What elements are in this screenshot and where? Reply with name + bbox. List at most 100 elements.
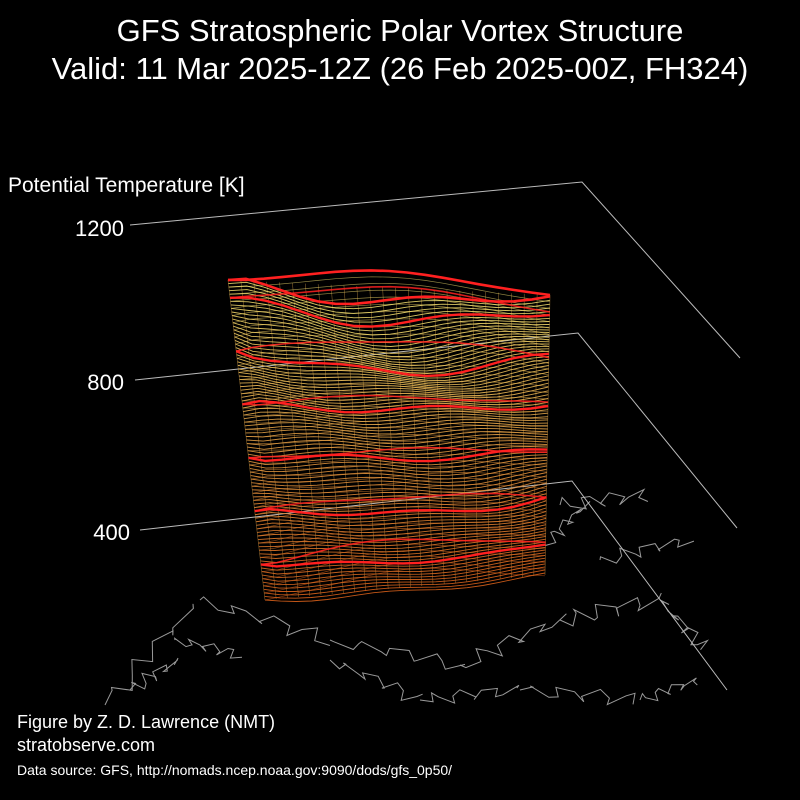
coastline <box>559 488 649 510</box>
contour-front <box>238 368 549 388</box>
contour-front <box>256 514 547 533</box>
contour-front <box>255 507 547 527</box>
highlight-contour <box>254 496 547 517</box>
contour-front <box>253 482 547 501</box>
contour-front <box>235 347 549 374</box>
contour-back <box>232 303 550 329</box>
axis-line <box>139 480 728 691</box>
contour-front <box>253 489 547 509</box>
contour-front <box>249 454 548 469</box>
contour-front <box>260 538 546 559</box>
contour-back <box>246 427 548 438</box>
contour-back <box>237 355 549 370</box>
contour-front <box>251 472 547 491</box>
contour-front <box>232 318 550 351</box>
contour-back <box>249 453 548 466</box>
contour-front <box>240 384 549 399</box>
contour-front <box>254 493 547 512</box>
surface-strut <box>420 288 434 586</box>
contour-front <box>261 546 546 571</box>
surface-strut <box>266 281 299 598</box>
contour-front <box>257 521 547 540</box>
coastline <box>199 596 331 646</box>
contour-front <box>241 390 549 404</box>
contour-front <box>260 541 546 563</box>
coastline <box>173 637 243 659</box>
contour-back <box>228 276 550 303</box>
highlight-contour <box>248 448 548 463</box>
contour-front <box>237 361 549 384</box>
contour-front <box>264 572 546 602</box>
contour-front <box>264 566 546 596</box>
contour-front <box>250 459 548 476</box>
highlight-contour <box>242 394 549 406</box>
coastline <box>104 603 194 706</box>
coastline <box>599 538 695 564</box>
contour-back <box>257 514 547 537</box>
contour-front <box>259 535 546 556</box>
contour-front <box>247 443 548 455</box>
surface-strut <box>253 281 288 599</box>
contour-front <box>234 332 550 364</box>
contour-front <box>258 530 546 550</box>
z-tick-label: 1200 <box>75 216 124 241</box>
contour-front <box>237 364 549 386</box>
contour-front <box>243 411 548 422</box>
highlight-contour <box>242 399 549 414</box>
coastline <box>639 677 698 702</box>
contour-front <box>243 407 548 419</box>
z-tick-label: 400 <box>93 520 130 545</box>
contour-front <box>259 533 546 553</box>
contour-front <box>247 440 548 452</box>
contour-front <box>257 524 546 543</box>
coastline <box>459 613 567 669</box>
chart-title: GFS Stratospheric Polar Vortex Structure <box>116 13 684 48</box>
contour-front <box>233 329 550 361</box>
contour-front <box>255 503 547 523</box>
plot-axes <box>129 181 741 691</box>
surface-strut <box>472 291 479 582</box>
contour-front <box>229 289 550 319</box>
contour-front <box>230 300 550 332</box>
contour-front <box>235 343 550 372</box>
surface-strut <box>292 282 322 596</box>
contour-front <box>229 293 550 323</box>
contour-back <box>232 311 550 335</box>
coastline <box>329 639 466 670</box>
contour-front <box>239 375 549 392</box>
contour-front <box>252 475 547 494</box>
highlight-contour <box>260 538 546 566</box>
coastline <box>544 501 591 546</box>
contour-front <box>246 434 548 445</box>
contour-back <box>251 472 547 487</box>
contour-back <box>264 561 546 594</box>
contour-front <box>233 325 550 357</box>
highlight-contour <box>260 543 546 568</box>
contour-back <box>246 434 548 444</box>
coastline <box>419 684 520 704</box>
surface-strut <box>408 288 423 587</box>
contour-front <box>246 437 548 448</box>
coastline <box>659 599 710 651</box>
coastline <box>519 685 636 706</box>
contour-front <box>248 451 548 466</box>
axis-line <box>129 181 741 359</box>
contour-front <box>246 431 548 442</box>
highlight-contour <box>230 296 550 328</box>
contour-front <box>248 446 548 459</box>
coastline <box>559 592 662 627</box>
contour-back <box>231 296 550 323</box>
surface-strut <box>459 290 467 583</box>
contour-front <box>238 371 549 390</box>
contour-front <box>249 456 548 473</box>
surface-strut <box>498 292 501 580</box>
contour-front <box>244 422 548 432</box>
z-axis-label: Potential Temperature [K] <box>8 174 245 197</box>
contour-front <box>245 427 548 438</box>
contour-front <box>256 511 547 530</box>
contour-front <box>232 322 550 354</box>
contour-front <box>245 424 548 435</box>
highlight-contour <box>227 269 551 297</box>
contour-front <box>263 560 546 589</box>
